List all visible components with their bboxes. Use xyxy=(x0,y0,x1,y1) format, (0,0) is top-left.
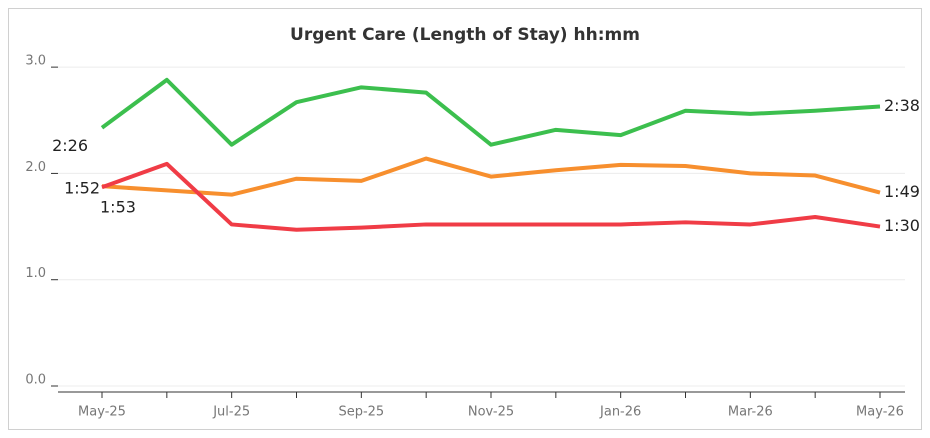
chart-title: Urgent Care (Length of Stay) hh:mm xyxy=(290,25,640,45)
y-tick-label: 2.0 xyxy=(25,160,46,175)
y-tick-label: 3.0 xyxy=(25,54,46,69)
chart-frame xyxy=(8,8,922,430)
x-tick-label: Sep-25 xyxy=(338,405,384,420)
x-tick-label: May-25 xyxy=(78,405,126,420)
x-tick-label: Nov-25 xyxy=(468,405,514,420)
x-tick-label: Mar-26 xyxy=(728,405,773,420)
line-series xyxy=(100,77,881,147)
value-label: 2:38 xyxy=(884,96,920,115)
line-series xyxy=(101,156,881,197)
x-tick-label: May-26 xyxy=(856,405,904,420)
value-label: 1:52 xyxy=(64,179,100,198)
value-label: 1:30 xyxy=(884,216,920,235)
x-tick-label: Jul-25 xyxy=(212,405,250,420)
value-label: 1:53 xyxy=(100,198,136,217)
y-tick-label: 1.0 xyxy=(25,266,46,281)
x-tick-label: Jan-26 xyxy=(599,405,641,420)
y-tick-label: 0.0 xyxy=(25,373,46,388)
value-label: 1:49 xyxy=(884,182,920,201)
line-series xyxy=(101,161,881,232)
value-label: 2:26 xyxy=(52,136,88,155)
